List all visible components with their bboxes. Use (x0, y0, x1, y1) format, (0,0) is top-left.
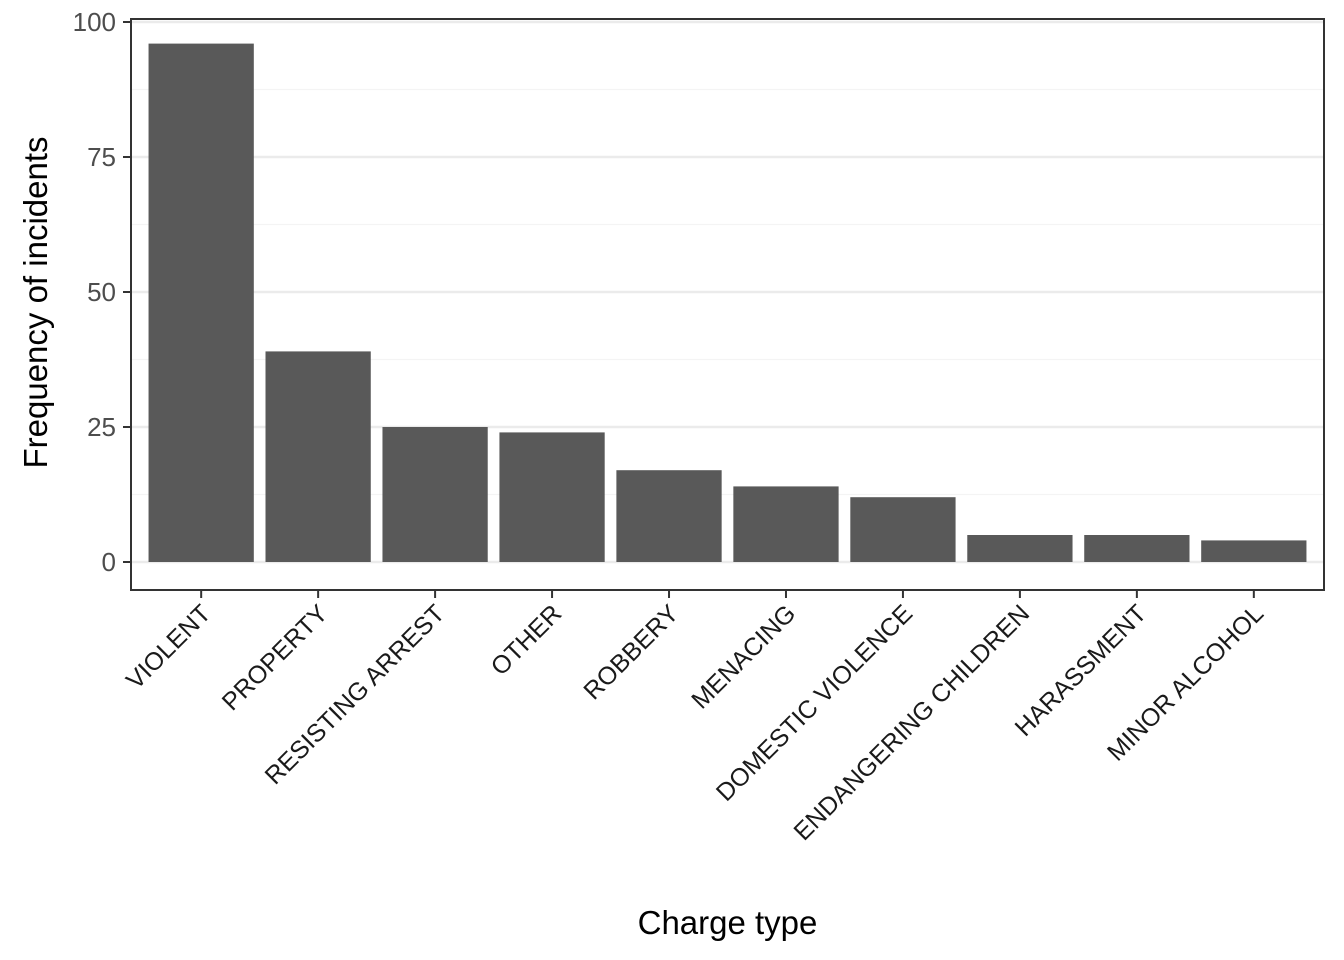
bar-resisting-arrest (382, 427, 488, 562)
bar-menacing (733, 486, 839, 562)
bar-endangering-children (967, 535, 1073, 562)
x-axis-title: Charge type (638, 904, 818, 941)
bar-domestic-violence (850, 497, 956, 562)
y-tick-label: 50 (87, 277, 116, 307)
grid-lines (131, 20, 1324, 564)
y-tick-label: 25 (87, 412, 116, 442)
y-tick-label: 75 (87, 142, 116, 172)
bar-minor-alcohol (1201, 540, 1307, 562)
bar-other (499, 432, 605, 562)
panel-border (130, 18, 1325, 591)
y-tick-label: 0 (102, 547, 116, 577)
bars (148, 43, 1307, 563)
bar-violent (148, 43, 254, 563)
bar-property (265, 351, 371, 562)
bar-harassment (1084, 535, 1190, 562)
y-axis: 0 25 50 75 100 (73, 7, 131, 577)
bar-robbery (616, 470, 722, 562)
y-tick-label: 100 (73, 7, 116, 37)
y-axis-title: Frequency of incidents (17, 136, 54, 468)
